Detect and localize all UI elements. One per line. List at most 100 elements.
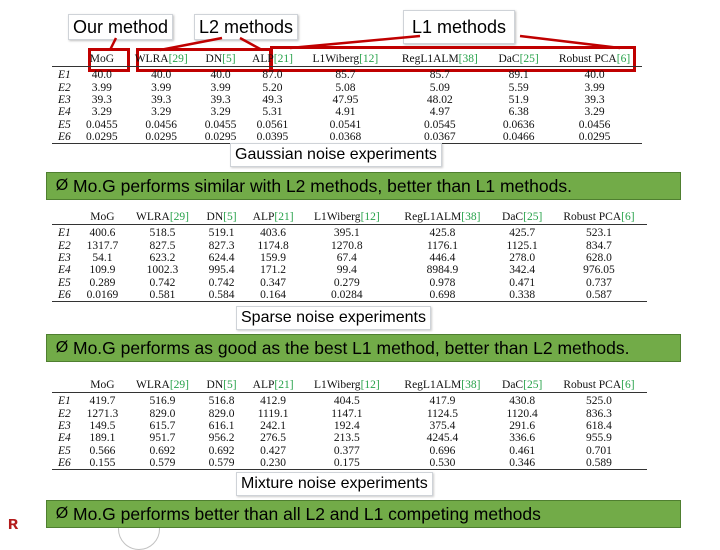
table-cell: 0.742 [208,276,235,289]
citation-ref: [12] [359,53,379,65]
column-header: MoG [78,52,125,67]
table-cell: 446.4 [429,251,456,264]
table-cell: 0.566 [89,444,116,457]
column-header-name: L1Wiberg [313,379,361,391]
callout-l1-methods: L1 methods [403,10,516,44]
citation-ref: [6] [616,53,631,65]
table-row: E3 149.5 615.7 616.1 242.1 192.4 375.4 291.6 618… [52,420,647,432]
table-cell: 615.7 [149,419,176,432]
table-cell: 0.377 [333,444,360,457]
row-label: E1 [58,69,71,82]
column-header-name: WLRA [134,53,169,65]
table-row: E2 3.99 3.99 3.99 5.20 5.08 5.09 5.59 3.99 [52,81,642,94]
column-header-name: ALP [252,211,275,223]
table-cell: 523.1 [586,227,612,240]
citation-ref: [5] [223,379,237,391]
table-cell: 400.6 [89,227,116,240]
citation-ref: [25] [519,53,539,65]
table-row: E6 0.155 0.579 0.579 0.230 0.175 0.530 0.346 0.5… [52,456,647,471]
column-header-name: MoG [90,379,115,391]
table-cell: 39.3 [151,93,172,106]
table-cell: 0.698 [391,288,494,303]
table-gaussian: MoG WLRA[29] DN[5] ALP[21] L1Wiberg[12] RegL1… [52,52,642,145]
citation-ref: [29] [169,379,189,391]
citation-ref: [38] [461,379,481,391]
table-cell: 171.2 [260,264,287,277]
table-cell: 5.09 [429,81,450,94]
citation-ref: [25] [523,379,543,391]
table-cell: 159.9 [260,251,287,264]
column-header-name: DN [206,379,224,391]
table-cell: 1120.4 [506,407,538,420]
row-label: E3 [58,251,71,264]
table-cell: 5.31 [262,106,283,119]
arrow-l1-left [289,34,421,50]
column-header-name: RegL1ALM [404,379,462,391]
bullet-arrow-icon: Ø [55,505,69,522]
row-label: E1 [58,227,71,240]
table-cell: 0.581 [125,288,200,303]
table-cell: 85.7 [429,69,450,82]
header-blank [52,52,79,67]
banner-text: Mo.G performs better than all L2 and L1 … [73,503,541,524]
row-label: E5 [58,118,71,131]
row-label: E2 [58,239,71,252]
table-row: E1 419.7 516.9 516.8 412.9 404.5 417.9 430.8 525… [52,393,647,408]
row-label: E4 [58,432,71,445]
row-label: E6 [52,130,79,145]
table-cell: 0.461 [509,444,536,457]
table-row: E4 3.29 3.29 3.29 5.31 4.91 4.97 6.38 3.29 [52,106,642,118]
table-cell: 624.4 [208,251,235,264]
table-sparse: MoG WLRA[29] DN[5] ALP[21] L1Wiberg[12] RegL1… [52,210,647,303]
table-cell: 0.0455 [86,118,118,131]
header-blank [52,210,80,225]
table-cell: 1317.7 [86,239,119,252]
table-cell: 85.7 [335,69,356,82]
row-label: E4 [58,264,71,277]
column-header: RegL1ALM[38] [391,378,494,393]
table-cell: 955.9 [586,432,612,445]
banner-conclusion-3: Ø Mo.G performs better than all L2 and L… [46,500,681,528]
column-header-name: MoG [89,53,114,65]
table-cell: 0.0284 [302,288,392,303]
column-header: L1Wiberg[12] [302,378,392,393]
table-cell: 1125.1 [506,239,538,252]
table-cell: 827.3 [208,239,235,252]
table-cell: 0.530 [391,456,494,471]
table-cell: 0.0455 [204,118,237,131]
table-cell: 417.9 [429,395,456,408]
table-cell: 0.347 [260,276,287,289]
table-cell: 404.5 [333,395,360,408]
arrow-l1-right [519,34,621,50]
table-cell: 3.99 [584,81,605,94]
table-cell: 87.0 [262,69,283,82]
table-cell: 623.2 [149,251,176,264]
table-cell: 0.155 [79,456,126,471]
table-cell: 40.0 [91,69,112,82]
column-header: ALP[21] [243,378,303,393]
column-header: Robust PCA[6] [550,378,647,393]
table-cell: 40.0 [151,69,172,82]
table-cell: 1271.3 [86,407,119,420]
table-cell: 0.701 [586,444,612,457]
table-cell: 995.4 [208,264,235,277]
column-header: Robust PCA[6] [547,52,642,67]
table-row: E5 0.0455 0.0456 0.0455 0.0561 0.0541 0.0545 0.… [52,119,642,131]
caption-gaussian: Gaussian noise experiments [230,143,442,167]
table-row: E4 189.1 951.7 956.2 276.5 213.5 4245.4 336.6 95… [52,432,647,444]
table-cell: 1002.3 [146,264,179,277]
column-header-name: Robust PCA [563,379,622,391]
table-cell: 1124.5 [426,407,459,420]
table-row: E1 40.0 40.0 40.0 87.0 85.7 85.7 89.1 40.0 [52,67,642,82]
table-cell: 99.4 [336,264,357,277]
table-cell: 430.8 [509,395,536,408]
column-header: ALP[21] [243,52,302,67]
table-cell: 54.1 [92,251,113,264]
citation-ref: [5] [222,53,236,65]
column-header: Robust PCA[6] [550,210,647,225]
table-cell: 951.7 [149,432,176,445]
table-cell: 336.6 [509,432,536,445]
row-label: E6 [52,456,80,471]
table-cell: 516.8 [208,395,235,408]
column-header: WLRA[29] [125,210,200,225]
